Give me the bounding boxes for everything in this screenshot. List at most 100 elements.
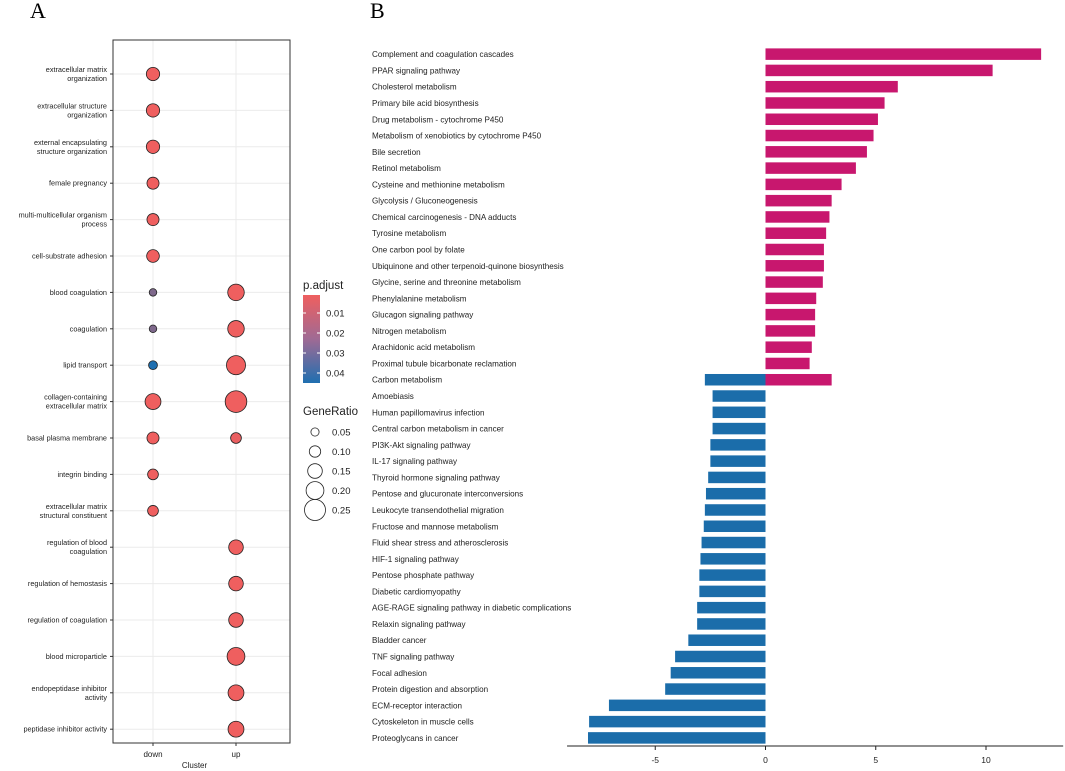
x-axis-title: Cluster (182, 761, 208, 770)
y-tick-label: blood microparticle (46, 652, 107, 661)
bar (712, 390, 766, 402)
bar (765, 48, 1042, 60)
bar-label: Phenylalanine metabolism (372, 294, 467, 303)
size-legend-label: 0.25 (332, 506, 351, 517)
color-legend-bar (303, 295, 320, 383)
color-legend-title: p.adjust (303, 280, 344, 292)
bar-label: Carbon metabolism (372, 376, 442, 385)
y-tick-label: regulation of hemostasis (28, 579, 107, 588)
x-tick-label: 10 (981, 755, 991, 765)
bar (697, 618, 766, 630)
dot-point (230, 432, 242, 444)
bar (765, 80, 898, 93)
bar-label: AGE-RAGE signaling pathway in diabetic c… (372, 604, 571, 613)
bar-label: TNF signaling pathway (372, 653, 455, 662)
dot-point (146, 213, 160, 227)
color-legend-label: 0.01 (326, 309, 345, 320)
dot-point (148, 360, 158, 371)
y-tick-label: organization (67, 74, 107, 83)
y-tick-label: structural constituent (40, 511, 107, 520)
dot-point (224, 390, 248, 413)
bar (765, 194, 832, 207)
bar-label: Cysteine and methionine metabolism (372, 180, 505, 189)
y-tick-label: external encapsulating (34, 138, 107, 147)
plot-border (112, 39, 291, 744)
dot-point (227, 684, 245, 702)
bar (712, 422, 766, 435)
bar (765, 113, 878, 126)
y-tick-label: activity (85, 693, 108, 702)
dot-point (148, 324, 158, 333)
bar-label: Glycine, serine and threonine metabolism (372, 278, 521, 287)
bar (765, 97, 885, 109)
dot-point (148, 288, 158, 297)
bar (701, 536, 766, 549)
bar (765, 129, 874, 142)
dot-point (145, 66, 161, 82)
bar (765, 64, 993, 77)
y-tick-label: extracellular structure (37, 101, 107, 110)
bar (712, 406, 766, 419)
dot-point (144, 393, 162, 410)
size-legend-label: 0.20 (332, 486, 351, 497)
y-tick-label: cell-substrate adhesion (32, 252, 107, 261)
y-tick-label: coagulation (70, 324, 107, 333)
bar (765, 227, 827, 239)
bar-label: Primary bile acid biosynthesis (372, 99, 479, 108)
bar (675, 650, 766, 663)
y-tick-label: process (81, 220, 107, 229)
bar (587, 732, 766, 744)
bar-label: Tyrosine metabolism (372, 229, 446, 238)
size-legend-circle (307, 463, 323, 479)
bar-label: Retinol metabolism (372, 164, 441, 173)
y-tick-label: organization (67, 110, 107, 119)
y-tick-label: integrin binding (58, 470, 108, 479)
bar (703, 520, 766, 533)
dot-point (147, 468, 159, 481)
x-tick-label: up (232, 750, 241, 759)
bar-label: Leukocyte transendothelial migration (372, 506, 504, 515)
bar (765, 162, 856, 174)
bar-label: Amoebiasis (372, 392, 414, 401)
bar (765, 325, 816, 337)
y-tick-label: blood coagulation (50, 288, 107, 297)
bar-label: Pentose and glucuronate interconversions (372, 490, 523, 499)
y-tick-label: regulation of blood (47, 538, 107, 547)
color-legend-label: 0.04 (326, 369, 345, 380)
bar (697, 601, 766, 614)
bar (765, 276, 823, 288)
bar (699, 585, 766, 598)
dot-point (228, 575, 244, 592)
bar-label: Human papillomavirus infection (372, 408, 484, 417)
bar (765, 178, 842, 191)
y-tick-label: female pregnancy (49, 179, 107, 188)
dot-point (228, 612, 244, 628)
bar (708, 471, 766, 484)
bar-label: Complement and coagulation cascades (372, 50, 514, 59)
panel-b-barchart: Complement and coagulation cascades PPAR … (372, 48, 1064, 765)
size-legend-circle (308, 445, 322, 458)
bar (765, 373, 832, 386)
size-legend-label: 0.10 (332, 447, 351, 458)
y-tick-label: extracellular matrix (46, 65, 108, 74)
bar-label: Cytoskeleton in muscle cells (372, 718, 474, 727)
bar (765, 211, 830, 223)
y-tick-label: endopeptidase inhibitor (32, 684, 108, 693)
bar (765, 341, 812, 353)
dot-point (146, 431, 160, 445)
size-legend-circle (310, 427, 320, 437)
bar (688, 634, 766, 646)
bar-label: Diabetic cardiomyopathy (372, 587, 462, 596)
dot-point (227, 320, 245, 338)
size-legend-label: 0.05 (332, 428, 351, 439)
bar-label: PPAR signaling pathway (372, 66, 461, 75)
bar-label: Protein digestion and absorption (372, 685, 488, 694)
size-legend-title: GeneRatio (303, 406, 358, 418)
y-tick-label: peptidase inhibitor activity (23, 725, 107, 734)
bar-label: Bladder cancer (372, 636, 427, 645)
bar (765, 292, 817, 305)
dot-point (226, 355, 246, 376)
bar (765, 260, 824, 272)
bar-label: Chemical carcinogenesis - DNA adducts (372, 213, 516, 222)
